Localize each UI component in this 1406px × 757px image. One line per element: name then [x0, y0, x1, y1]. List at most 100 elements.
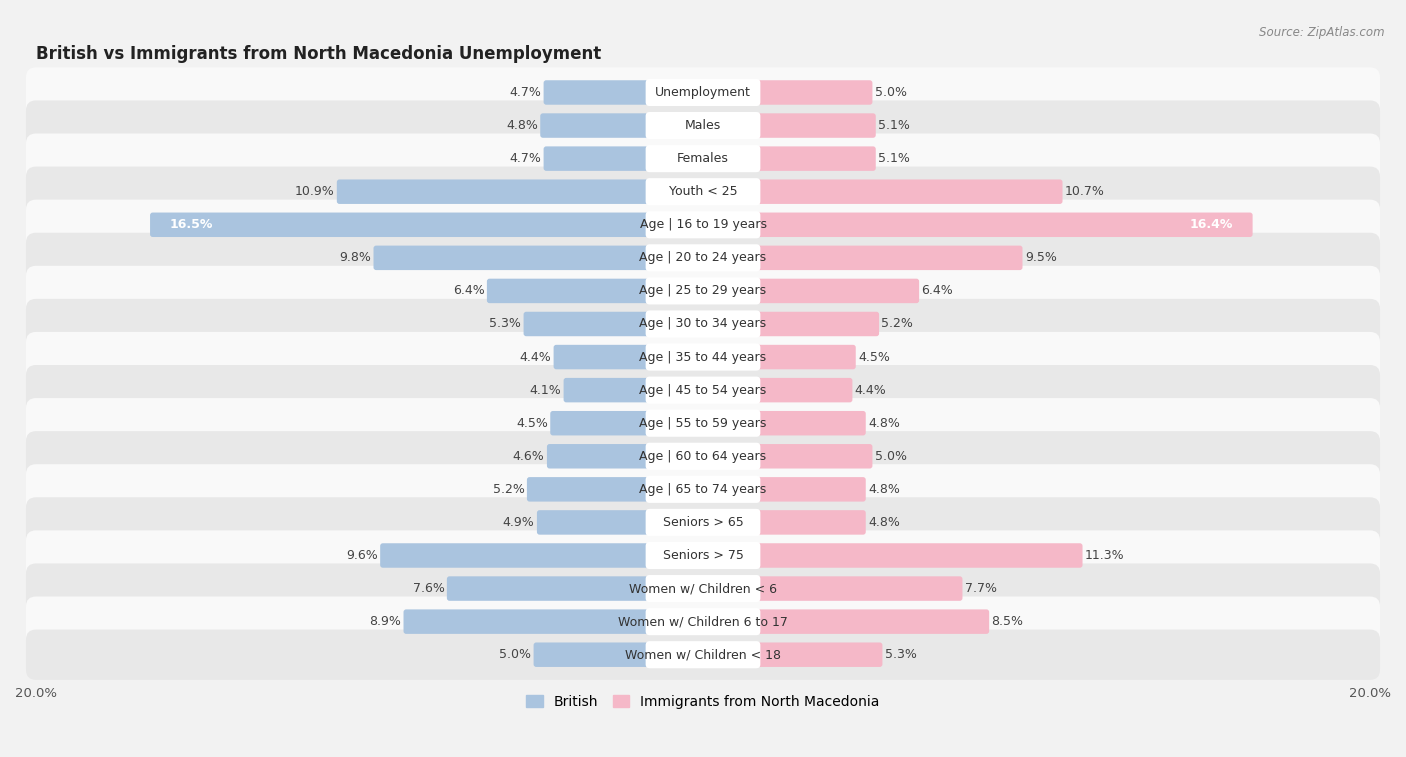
FancyBboxPatch shape — [550, 411, 706, 435]
FancyBboxPatch shape — [404, 609, 706, 634]
FancyBboxPatch shape — [25, 365, 1381, 416]
FancyBboxPatch shape — [537, 510, 706, 534]
FancyBboxPatch shape — [700, 279, 920, 303]
FancyBboxPatch shape — [700, 213, 1253, 237]
Text: Age | 60 to 64 years: Age | 60 to 64 years — [640, 450, 766, 463]
FancyBboxPatch shape — [486, 279, 706, 303]
Text: 8.5%: 8.5% — [991, 615, 1024, 628]
Text: 6.4%: 6.4% — [921, 285, 953, 298]
FancyBboxPatch shape — [25, 67, 1381, 117]
FancyBboxPatch shape — [25, 497, 1381, 547]
FancyBboxPatch shape — [527, 477, 706, 502]
FancyBboxPatch shape — [25, 563, 1381, 614]
Text: Seniors > 65: Seniors > 65 — [662, 516, 744, 529]
Text: Age | 35 to 44 years: Age | 35 to 44 years — [640, 350, 766, 363]
Text: 16.5%: 16.5% — [169, 218, 212, 232]
FancyBboxPatch shape — [700, 312, 879, 336]
Text: 4.8%: 4.8% — [868, 483, 900, 496]
Text: 8.9%: 8.9% — [370, 615, 401, 628]
Text: 7.6%: 7.6% — [413, 582, 444, 595]
FancyBboxPatch shape — [25, 431, 1381, 481]
FancyBboxPatch shape — [547, 444, 706, 469]
FancyBboxPatch shape — [645, 145, 761, 172]
FancyBboxPatch shape — [25, 167, 1381, 217]
Text: 4.8%: 4.8% — [506, 119, 538, 132]
FancyBboxPatch shape — [25, 398, 1381, 448]
Text: 6.4%: 6.4% — [453, 285, 485, 298]
FancyBboxPatch shape — [645, 245, 761, 272]
FancyBboxPatch shape — [534, 643, 706, 667]
FancyBboxPatch shape — [25, 133, 1381, 184]
FancyBboxPatch shape — [645, 575, 761, 602]
FancyBboxPatch shape — [544, 80, 706, 104]
Text: Age | 20 to 24 years: Age | 20 to 24 years — [640, 251, 766, 264]
FancyBboxPatch shape — [544, 146, 706, 171]
Text: Males: Males — [685, 119, 721, 132]
FancyBboxPatch shape — [25, 332, 1381, 382]
Text: 9.5%: 9.5% — [1025, 251, 1057, 264]
Text: 11.3%: 11.3% — [1085, 549, 1125, 562]
Text: Age | 25 to 29 years: Age | 25 to 29 years — [640, 285, 766, 298]
FancyBboxPatch shape — [700, 643, 883, 667]
FancyBboxPatch shape — [700, 510, 866, 534]
Text: 5.1%: 5.1% — [879, 152, 910, 165]
FancyBboxPatch shape — [700, 544, 1083, 568]
FancyBboxPatch shape — [150, 213, 706, 237]
FancyBboxPatch shape — [645, 344, 761, 371]
FancyBboxPatch shape — [447, 576, 706, 601]
FancyBboxPatch shape — [645, 410, 761, 437]
FancyBboxPatch shape — [645, 211, 761, 238]
FancyBboxPatch shape — [700, 444, 872, 469]
FancyBboxPatch shape — [645, 641, 761, 668]
FancyBboxPatch shape — [700, 477, 866, 502]
Text: Age | 16 to 19 years: Age | 16 to 19 years — [640, 218, 766, 232]
Text: 9.8%: 9.8% — [339, 251, 371, 264]
FancyBboxPatch shape — [645, 112, 761, 139]
FancyBboxPatch shape — [564, 378, 706, 403]
Text: 4.7%: 4.7% — [509, 152, 541, 165]
FancyBboxPatch shape — [25, 266, 1381, 316]
FancyBboxPatch shape — [25, 200, 1381, 250]
FancyBboxPatch shape — [700, 245, 1022, 270]
Text: 4.5%: 4.5% — [516, 416, 548, 430]
Text: British vs Immigrants from North Macedonia Unemployment: British vs Immigrants from North Macedon… — [37, 45, 602, 64]
Text: Youth < 25: Youth < 25 — [669, 185, 737, 198]
FancyBboxPatch shape — [645, 376, 761, 403]
Text: 7.7%: 7.7% — [965, 582, 997, 595]
FancyBboxPatch shape — [25, 232, 1381, 283]
Text: 5.2%: 5.2% — [882, 317, 914, 331]
Text: 4.4%: 4.4% — [519, 350, 551, 363]
Text: 5.0%: 5.0% — [875, 86, 907, 99]
Text: Women w/ Children 6 to 17: Women w/ Children 6 to 17 — [619, 615, 787, 628]
FancyBboxPatch shape — [645, 443, 761, 470]
FancyBboxPatch shape — [700, 576, 963, 601]
FancyBboxPatch shape — [645, 277, 761, 304]
FancyBboxPatch shape — [645, 476, 761, 503]
Text: 4.4%: 4.4% — [855, 384, 887, 397]
FancyBboxPatch shape — [25, 299, 1381, 349]
Text: Age | 55 to 59 years: Age | 55 to 59 years — [640, 416, 766, 430]
FancyBboxPatch shape — [700, 411, 866, 435]
Text: 4.9%: 4.9% — [503, 516, 534, 529]
FancyBboxPatch shape — [540, 114, 706, 138]
FancyBboxPatch shape — [645, 178, 761, 205]
Text: 10.9%: 10.9% — [295, 185, 335, 198]
FancyBboxPatch shape — [554, 345, 706, 369]
FancyBboxPatch shape — [337, 179, 706, 204]
Text: Women w/ Children < 6: Women w/ Children < 6 — [628, 582, 778, 595]
FancyBboxPatch shape — [645, 310, 761, 338]
Text: Age | 30 to 34 years: Age | 30 to 34 years — [640, 317, 766, 331]
FancyBboxPatch shape — [700, 80, 872, 104]
FancyBboxPatch shape — [700, 146, 876, 171]
Text: Source: ZipAtlas.com: Source: ZipAtlas.com — [1260, 26, 1385, 39]
Text: 5.3%: 5.3% — [489, 317, 522, 331]
FancyBboxPatch shape — [645, 608, 761, 635]
Text: 4.5%: 4.5% — [858, 350, 890, 363]
FancyBboxPatch shape — [380, 544, 706, 568]
Text: Seniors > 75: Seniors > 75 — [662, 549, 744, 562]
Text: 4.1%: 4.1% — [530, 384, 561, 397]
Text: 4.8%: 4.8% — [868, 516, 900, 529]
Text: Age | 65 to 74 years: Age | 65 to 74 years — [640, 483, 766, 496]
FancyBboxPatch shape — [25, 101, 1381, 151]
FancyBboxPatch shape — [25, 597, 1381, 646]
